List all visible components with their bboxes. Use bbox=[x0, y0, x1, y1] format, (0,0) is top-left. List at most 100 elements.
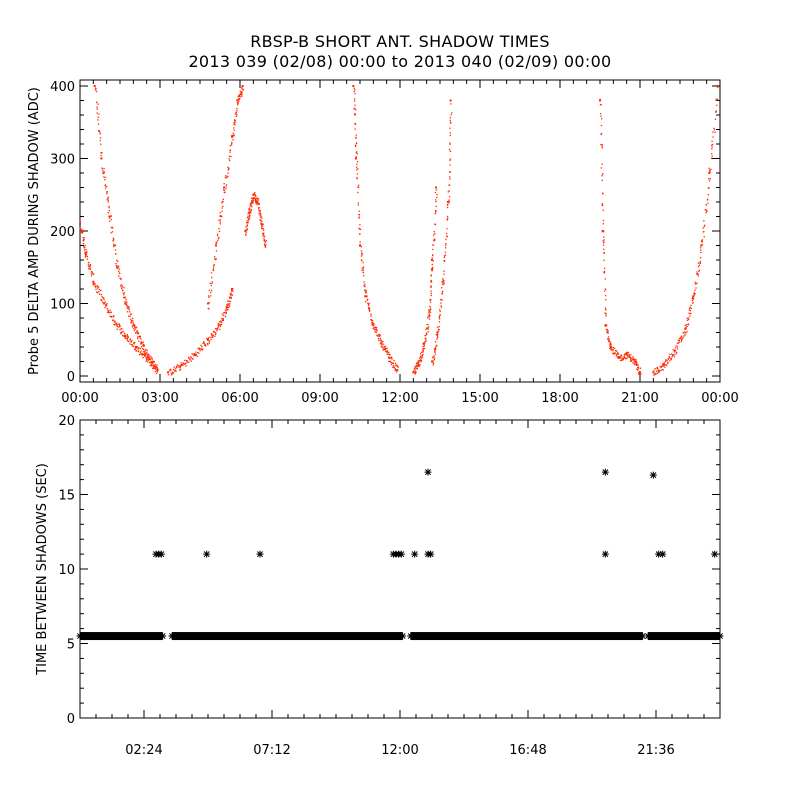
amplitude-point bbox=[150, 365, 152, 367]
amplitude-point bbox=[366, 298, 369, 301]
amplitude-point bbox=[117, 323, 120, 325]
amplitude-point bbox=[149, 359, 152, 361]
amplitude-point bbox=[99, 133, 101, 135]
amplitude-point bbox=[376, 334, 378, 336]
amplitude-point bbox=[385, 350, 387, 353]
amplitude-point bbox=[119, 277, 121, 279]
amplitude-point bbox=[663, 362, 665, 364]
amplitude-point bbox=[241, 95, 243, 97]
amplitude-point bbox=[133, 325, 136, 328]
amplitude-point bbox=[376, 335, 379, 337]
amplitude-point bbox=[443, 270, 445, 272]
amplitude-point bbox=[419, 364, 421, 366]
amplitude-point bbox=[626, 351, 628, 353]
amplitude-point bbox=[384, 348, 386, 351]
amplitude-point bbox=[355, 142, 358, 145]
amplitude-point bbox=[246, 224, 249, 227]
amplitude-point bbox=[658, 369, 661, 372]
amplitude-point bbox=[91, 272, 93, 274]
amplitude-point bbox=[115, 253, 117, 255]
amplitude-point bbox=[442, 278, 444, 280]
amplitude-point bbox=[115, 262, 117, 265]
amplitude-point bbox=[601, 163, 603, 165]
amplitude-point bbox=[354, 113, 357, 116]
amplitude-point bbox=[208, 296, 210, 298]
amplitude-point bbox=[92, 284, 94, 286]
amplitude-point bbox=[153, 361, 155, 363]
amplitude-point bbox=[118, 323, 120, 325]
amplitude-point bbox=[232, 138, 234, 141]
amplitude-point bbox=[687, 323, 690, 325]
y-tick-label: 20 bbox=[58, 414, 75, 429]
amplitude-point bbox=[665, 363, 667, 366]
amplitude-point bbox=[432, 260, 434, 262]
amplitude-point bbox=[606, 328, 608, 331]
amplitude-point bbox=[628, 356, 631, 358]
amplitude-point bbox=[113, 243, 115, 245]
amplitude-point bbox=[430, 274, 433, 276]
amplitude-point bbox=[119, 325, 121, 328]
x-tick-label: 12:00 bbox=[381, 391, 418, 406]
amplitude-point bbox=[140, 341, 142, 343]
amplitude-point bbox=[265, 239, 267, 242]
amplitude-point bbox=[199, 350, 201, 352]
amplitude-point bbox=[103, 299, 105, 301]
amplitude-point bbox=[423, 342, 426, 344]
amplitude-point bbox=[423, 345, 426, 347]
amplitude-point bbox=[215, 259, 217, 261]
amplitude-point bbox=[225, 306, 228, 309]
amplitude-point bbox=[258, 213, 260, 215]
amplitude-point bbox=[237, 98, 239, 100]
amplitude-point bbox=[368, 308, 371, 310]
amplitude-point bbox=[662, 363, 664, 366]
amplitude-point bbox=[87, 264, 90, 266]
amplitude-point bbox=[413, 367, 416, 369]
amplitude-point bbox=[608, 338, 610, 340]
amplitude-point bbox=[113, 324, 116, 326]
amplitude-point bbox=[705, 204, 708, 206]
amplitude-point bbox=[379, 342, 382, 345]
amplitude-point bbox=[131, 344, 133, 346]
amplitude-point bbox=[114, 249, 117, 251]
amplitude-point bbox=[206, 338, 208, 340]
amplitude-point bbox=[604, 288, 607, 291]
amplitude-point bbox=[433, 357, 436, 359]
interval-point bbox=[203, 550, 211, 558]
amplitude-point bbox=[94, 87, 97, 89]
amplitude-point bbox=[371, 323, 373, 326]
amplitude-point bbox=[607, 338, 610, 340]
amplitude-point bbox=[262, 227, 264, 230]
amplitude-point bbox=[603, 252, 605, 255]
amplitude-point bbox=[108, 311, 110, 314]
amplitude-point bbox=[154, 363, 156, 366]
amplitude-point bbox=[127, 306, 129, 309]
amplitude-point bbox=[177, 364, 179, 367]
amplitude-point bbox=[662, 369, 664, 371]
amplitude-point bbox=[627, 351, 629, 354]
amplitude-point bbox=[130, 344, 133, 346]
amplitude-point bbox=[688, 309, 691, 311]
amplitude-point bbox=[432, 362, 435, 364]
amplitude-point bbox=[359, 228, 362, 230]
amplitude-point bbox=[242, 88, 244, 91]
amplitude-point bbox=[211, 282, 213, 285]
amplitude-point bbox=[423, 343, 425, 346]
amplitude-point bbox=[126, 307, 129, 309]
amplitude-point bbox=[396, 364, 398, 366]
amplitude-point bbox=[432, 239, 435, 241]
amplitude-point bbox=[422, 343, 424, 345]
baseline-interval-point bbox=[168, 632, 176, 640]
amplitude-point bbox=[415, 363, 418, 365]
amplitude-point bbox=[356, 178, 358, 180]
amplitude-point bbox=[664, 360, 667, 363]
amplitude-point bbox=[637, 364, 639, 367]
amplitude-point bbox=[445, 238, 447, 241]
amplitude-point bbox=[93, 85, 96, 87]
amplitude-point bbox=[617, 352, 619, 354]
amplitude-point bbox=[136, 332, 139, 335]
amplitude-point bbox=[433, 355, 435, 357]
amplitude-point bbox=[121, 331, 123, 333]
amplitude-point bbox=[635, 363, 638, 366]
amplitude-point bbox=[102, 297, 104, 299]
amplitude-point bbox=[233, 124, 235, 126]
